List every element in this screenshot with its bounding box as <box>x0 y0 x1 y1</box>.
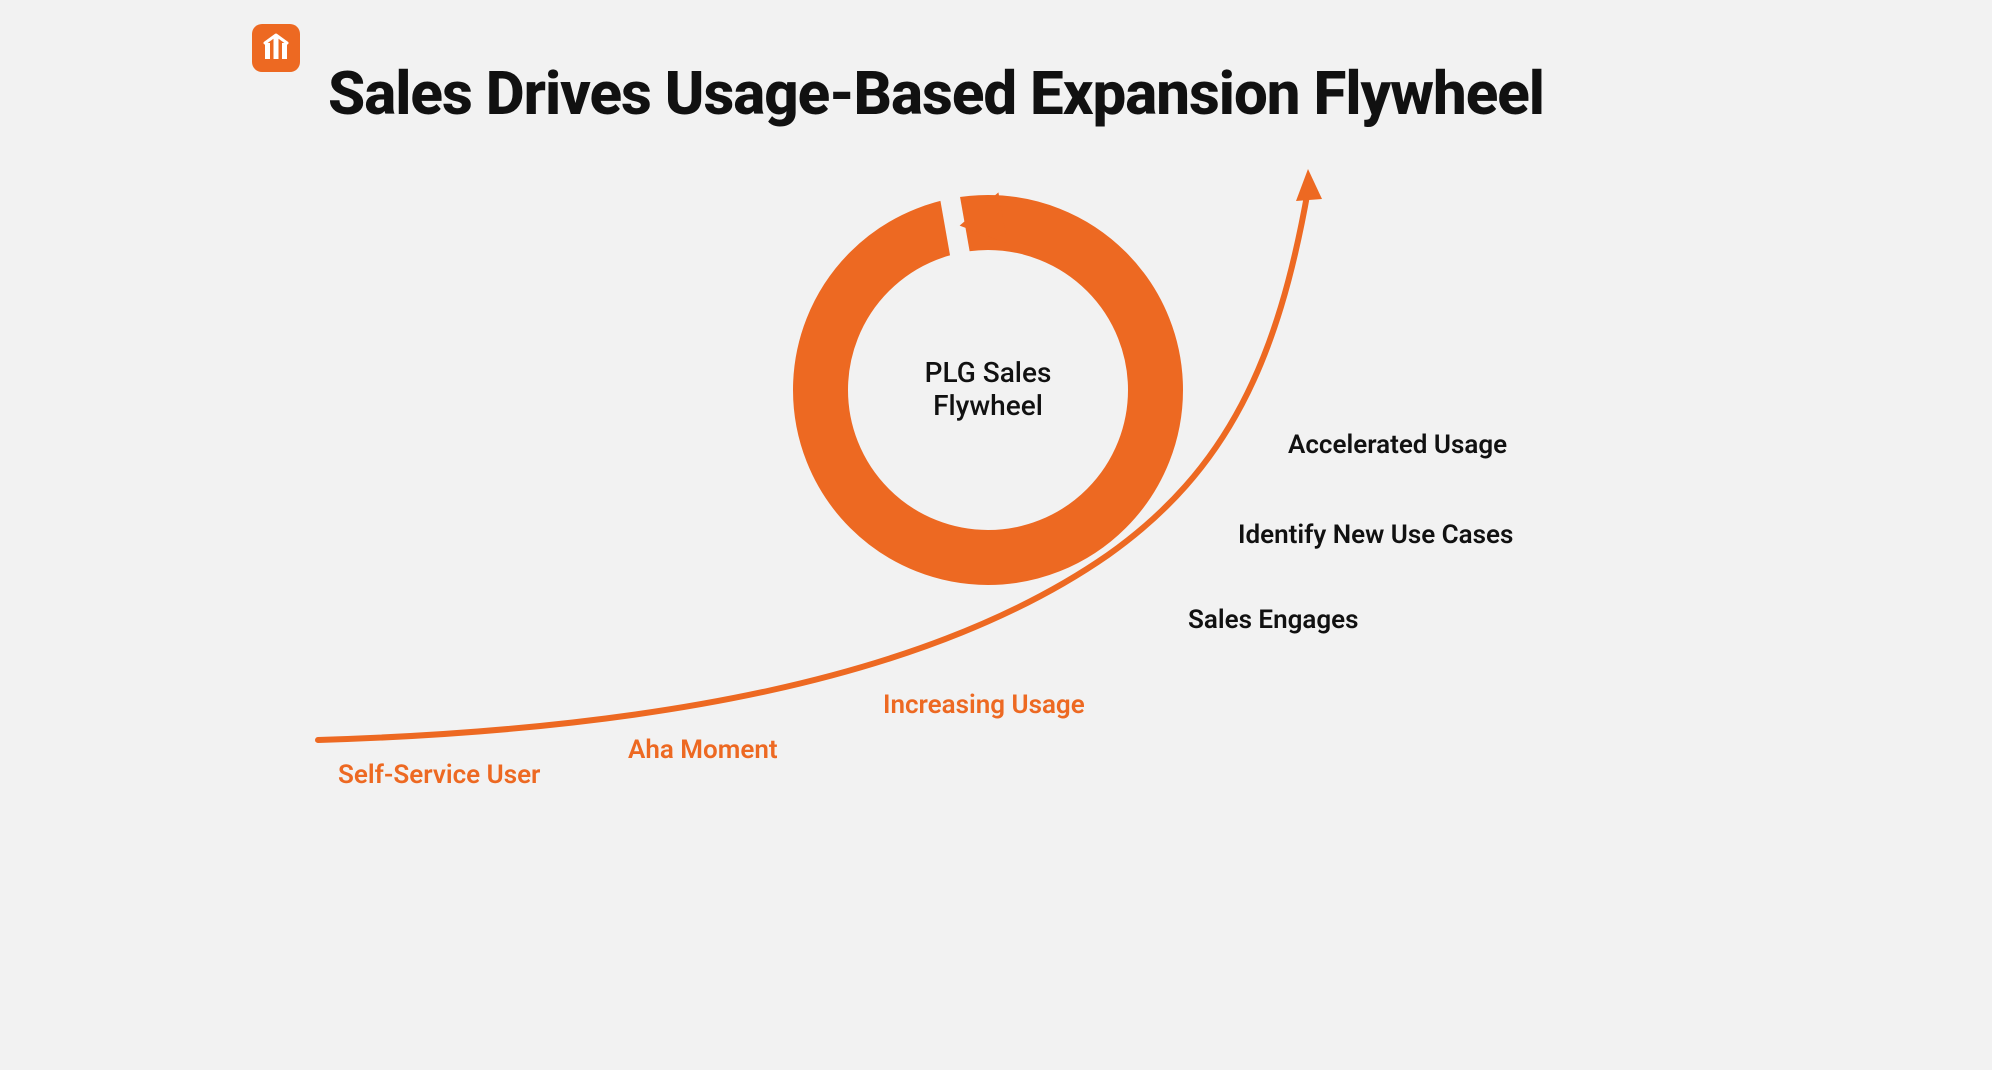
stage-label-identify-new-use-cases: Identify New Use Cases <box>1238 520 1513 550</box>
stage-label-accelerated-usage: Accelerated Usage <box>1288 430 1507 460</box>
flywheel-center-line2: Flywheel <box>933 389 1043 422</box>
diagram-canvas: Sales Drives Usage-Based Expansion Flywh… <box>228 0 1764 824</box>
stage-label-sales-engages: Sales Engages <box>1188 605 1359 635</box>
flywheel-center-line1: PLG Sales <box>925 356 1052 389</box>
stage-label-increasing-usage: Increasing Usage <box>883 690 1085 720</box>
stage-label-aha-moment: Aha Moment <box>628 735 778 765</box>
flywheel-center-label: PLG Sales Flywheel <box>898 356 1078 422</box>
stage-label-self-service-user: Self-Service User <box>338 760 540 790</box>
